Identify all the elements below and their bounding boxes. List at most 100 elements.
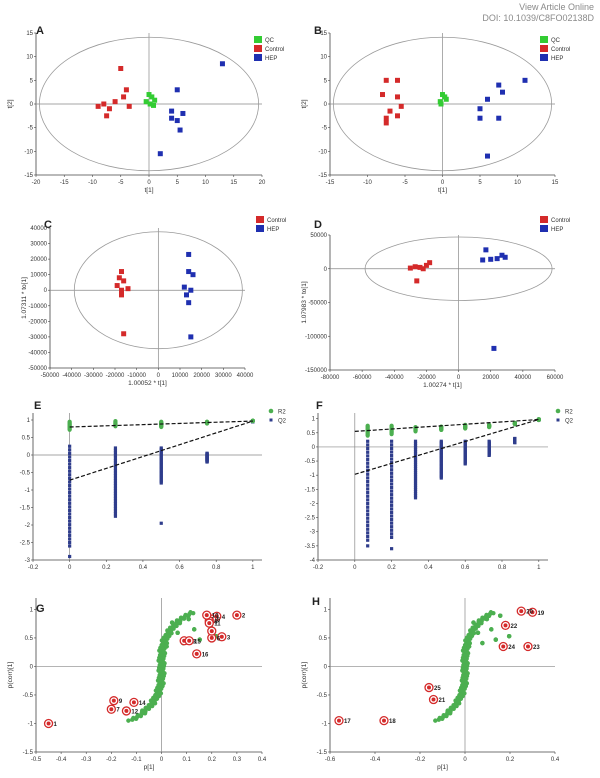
legend-entry: HEP bbox=[551, 227, 563, 233]
y-tick-label: 5 bbox=[30, 78, 34, 84]
q2-point bbox=[366, 544, 370, 548]
y-tick-label: -3 bbox=[25, 558, 31, 564]
q2-point bbox=[366, 538, 370, 542]
y-tick-label: -15 bbox=[318, 173, 327, 179]
variable-label: 8 bbox=[214, 619, 218, 625]
y-tick-label: -1 bbox=[322, 721, 328, 727]
y-tick-label: 15 bbox=[26, 31, 33, 37]
data-point bbox=[180, 110, 186, 116]
q2-point bbox=[68, 448, 72, 452]
data-point bbox=[494, 256, 500, 262]
q2-point bbox=[366, 509, 370, 513]
q2-point bbox=[413, 443, 418, 448]
highlighted-variable-dot bbox=[111, 698, 116, 703]
x-tick-label: 0.2 bbox=[208, 757, 217, 763]
data-point bbox=[101, 101, 107, 107]
q2-point bbox=[366, 512, 370, 517]
x-tick-label: 10 bbox=[514, 180, 521, 186]
variable-label: 25 bbox=[434, 686, 441, 692]
q2-point bbox=[513, 441, 517, 445]
data-point bbox=[112, 99, 118, 105]
data-point bbox=[485, 153, 490, 159]
y-tick-label: -150000 bbox=[305, 368, 328, 374]
q2-point bbox=[366, 450, 370, 454]
variable-label: 7 bbox=[116, 708, 120, 714]
variable-label: 12 bbox=[131, 709, 138, 715]
panel-h: H -0.6 -0.4 -0.2 0 0.2 0.4 -1.5 -1 -0.5 0 0.5 1 p[1] p… bbox=[301, 596, 560, 771]
q2-point bbox=[413, 468, 418, 473]
variable-label: 14 bbox=[139, 701, 146, 707]
q2-point bbox=[68, 487, 72, 491]
data-point bbox=[423, 262, 429, 268]
view-article-online-link[interactable]: View Article Online bbox=[519, 2, 594, 12]
q2-point bbox=[413, 483, 418, 487]
data-point bbox=[157, 151, 163, 157]
r2-point bbox=[463, 426, 468, 431]
q2-point bbox=[205, 460, 209, 464]
x-tick-label: 20000 bbox=[482, 375, 499, 381]
x-tick-label: -20000 bbox=[106, 373, 125, 379]
panel-letter: A bbox=[36, 25, 44, 37]
data-point bbox=[417, 264, 423, 270]
x-tick-label: -30000 bbox=[84, 373, 103, 379]
x-tick-label: -5 bbox=[118, 180, 124, 186]
q2-point bbox=[390, 446, 394, 450]
q2-point bbox=[68, 494, 72, 498]
data-point bbox=[116, 275, 122, 281]
data-point bbox=[387, 108, 393, 114]
variable-point bbox=[484, 616, 490, 622]
y-tick-label: -2 bbox=[25, 523, 31, 529]
data-point bbox=[143, 99, 149, 105]
q2-point bbox=[390, 528, 394, 532]
q2-point bbox=[113, 491, 118, 496]
q2-point bbox=[413, 445, 418, 450]
x-axis-label: 1.00274 * t[1] bbox=[423, 382, 462, 389]
y-tick-label: -0.5 bbox=[305, 459, 316, 465]
q2-point bbox=[390, 475, 394, 479]
variable-label: 2 bbox=[242, 614, 246, 620]
q2-point bbox=[113, 514, 118, 518]
y-tick-label: 0 bbox=[324, 102, 328, 108]
legend: R2 Q2 bbox=[268, 408, 287, 425]
data-point bbox=[121, 94, 127, 100]
data-point bbox=[496, 115, 502, 121]
q2-point bbox=[366, 472, 370, 476]
q2-point bbox=[413, 473, 418, 477]
q2-point bbox=[68, 473, 72, 477]
q2-point bbox=[68, 519, 72, 523]
highlighted-variable-dot bbox=[431, 697, 436, 702]
y-tick-label: 0.5 bbox=[22, 436, 31, 442]
q2-point bbox=[413, 492, 418, 496]
q2-point bbox=[68, 554, 72, 559]
data-point bbox=[169, 108, 175, 114]
r2-point bbox=[512, 422, 517, 427]
x-tick-label: -0.2 bbox=[106, 757, 117, 763]
q2-point bbox=[413, 475, 418, 479]
data-point bbox=[491, 345, 497, 351]
panel-c: C-50000 -40000 -30000 -20000 -10000 0 10000 200… bbox=[21, 216, 286, 387]
q2-point bbox=[68, 526, 72, 530]
r2-point bbox=[159, 424, 164, 430]
q2-point bbox=[413, 481, 418, 485]
x-tick-label: -10 bbox=[88, 180, 97, 186]
y-tick-label: 0.5 bbox=[25, 636, 34, 642]
x-tick-label: 1 bbox=[251, 565, 255, 571]
q2-point bbox=[390, 439, 394, 443]
q2-point bbox=[439, 476, 443, 480]
x-tick-label: 0.2 bbox=[102, 565, 111, 571]
q2-point bbox=[390, 493, 394, 497]
y-tick-label: -50000 bbox=[308, 301, 327, 307]
data-point bbox=[480, 257, 486, 263]
panel-letter: B bbox=[314, 25, 322, 37]
data-point bbox=[395, 113, 400, 119]
highlighted-variable-dot bbox=[234, 613, 239, 618]
data-point bbox=[420, 266, 426, 272]
data-point bbox=[174, 87, 180, 93]
r2-point bbox=[113, 424, 118, 429]
q2-point bbox=[366, 476, 370, 480]
variable-label: 18 bbox=[389, 719, 396, 725]
data-point bbox=[169, 115, 175, 121]
q2-point bbox=[390, 443, 394, 447]
series-control bbox=[114, 269, 131, 337]
q2-point bbox=[68, 469, 72, 473]
